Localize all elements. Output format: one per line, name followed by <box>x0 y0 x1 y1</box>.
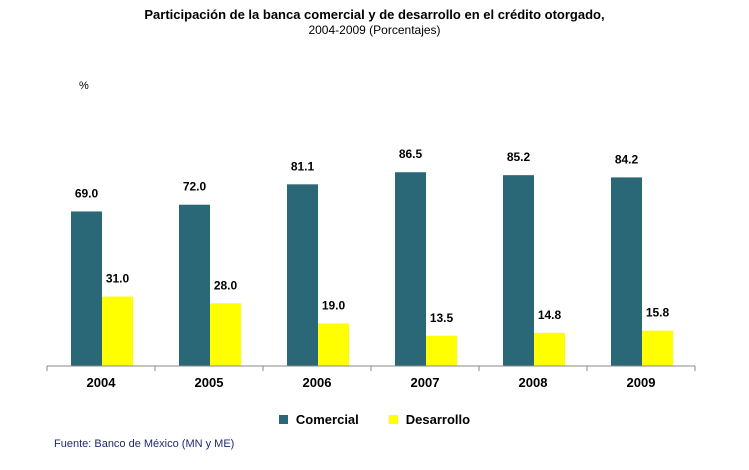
x-tick-label-2009: 2009 <box>627 375 656 390</box>
bar-desarrollo-2009 <box>642 330 673 366</box>
chart-subtitle: 2004-2009 (Porcentajes) <box>308 23 441 37</box>
data-label-comercial-2009: 84.2 <box>615 152 639 166</box>
bar-desarrollo-2006 <box>318 323 349 366</box>
data-label-desarrollo-2009: 15.8 <box>646 306 670 320</box>
data-label-comercial-2004: 69.0 <box>75 186 99 200</box>
data-label-comercial-2007: 86.5 <box>399 147 423 161</box>
data-label-desarrollo-2004: 31.0 <box>106 272 130 286</box>
legend-swatch-comercial <box>278 415 288 424</box>
bar-desarrollo-2007 <box>426 335 457 366</box>
legend-label-comercial: Comercial <box>295 412 359 427</box>
bar-comercial-2008 <box>503 175 534 366</box>
bar-comercial-2006 <box>287 184 318 366</box>
x-tick-label-2005: 2005 <box>195 375 224 390</box>
unit-label: % <box>79 80 89 92</box>
data-label-desarrollo-2006: 19.0 <box>322 298 346 312</box>
data-label-desarrollo-2005: 28.0 <box>214 278 238 292</box>
legend: Comercial Desarrollo <box>0 412 749 427</box>
chart-title: Participación de la banca comercial y de… <box>144 7 605 22</box>
data-label-comercial-2006: 81.1 <box>291 159 315 173</box>
legend-label-desarrollo: Desarrollo <box>405 412 471 427</box>
x-tick-label-2006: 2006 <box>303 375 332 390</box>
source-note: Fuente: Banco de México (MN y ME) <box>54 438 235 450</box>
bar-desarrollo-2008 <box>534 332 565 366</box>
data-label-comercial-2008: 85.2 <box>507 150 531 164</box>
data-label-desarrollo-2008: 14.8 <box>538 308 562 322</box>
legend-item-comercial: Comercial <box>278 412 359 427</box>
legend-item-desarrollo: Desarrollo <box>388 412 471 427</box>
x-tick-label-2004: 2004 <box>87 375 117 390</box>
legend-swatch-desarrollo <box>388 415 398 424</box>
bar-comercial-2005 <box>179 204 210 366</box>
bar-desarrollo-2005 <box>210 303 241 366</box>
data-label-comercial-2005: 72.0 <box>183 180 207 194</box>
data-label-desarrollo-2007: 13.5 <box>430 311 454 325</box>
bar-comercial-2004 <box>71 211 102 366</box>
bar-desarrollo-2004 <box>102 296 133 366</box>
bar-chart: 69.0 72.0 81.1 86.5 85.2 84.2 31.0 28.0 19.0 13.5… <box>46 147 696 390</box>
bar-comercial-2007 <box>395 172 426 366</box>
bar-comercial-2009 <box>611 177 642 366</box>
x-tick-label-2007: 2007 <box>411 375 440 390</box>
x-tick-label-2008: 2008 <box>519 375 548 390</box>
